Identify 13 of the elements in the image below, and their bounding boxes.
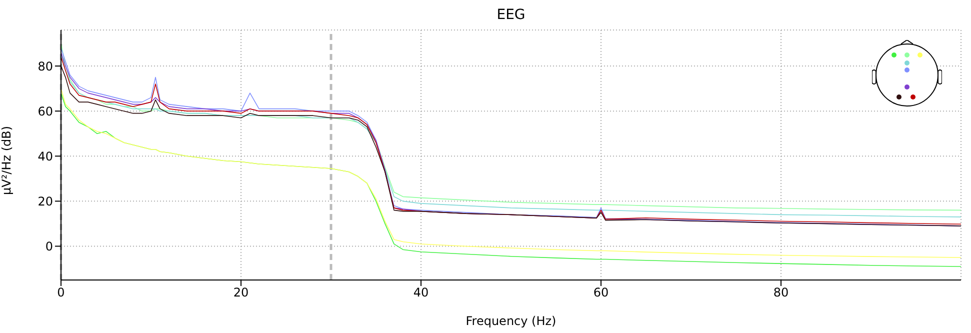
x-tick-label: 0 [57,286,65,300]
x-tick-label: 20 [233,286,249,300]
x-tick-label: 40 [413,286,429,300]
y-tick-label: 0 [45,239,53,254]
y-tick-label: 40 [38,149,53,164]
y-axis-title: µV²/Hz (dB) [0,126,14,195]
y-tick-label: 20 [38,194,53,208]
x-tick-label: 60 [593,286,609,300]
x-tick-label: 80 [773,286,789,300]
chart-title: EEG [496,7,526,23]
y-tick-label: 80 [38,59,53,74]
y-tick-label: 60 [38,104,53,118]
x-axis-title: Frequency (Hz) [466,314,556,328]
